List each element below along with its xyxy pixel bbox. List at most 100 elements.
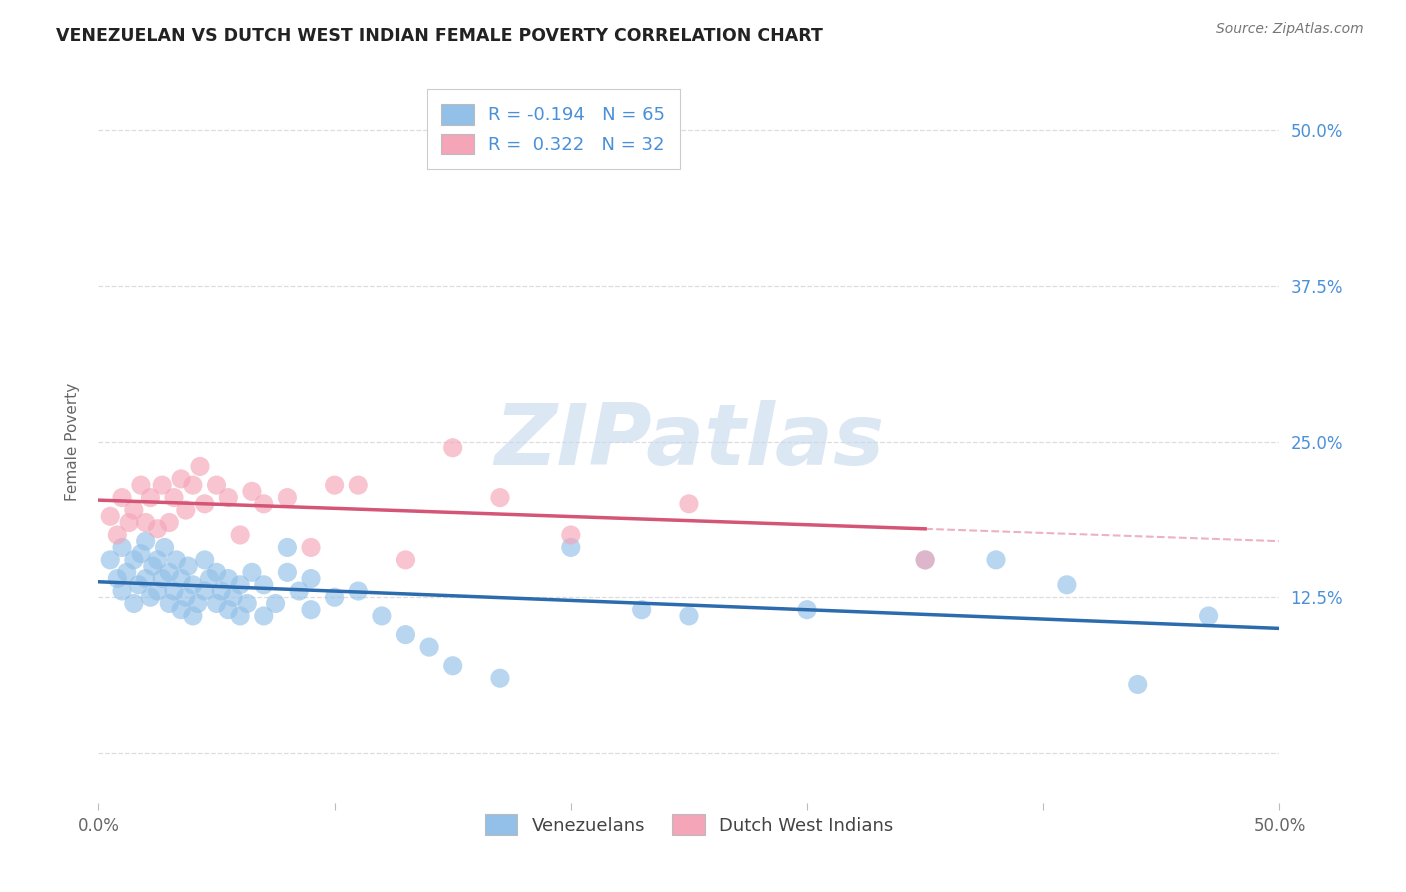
Point [163,584,186,599]
Text: Source: ZipAtlas.com: Source: ZipAtlas.com [1216,22,1364,37]
Point [122,597,145,611]
Point [229,528,252,542]
Point [678,497,700,511]
Point [560,528,582,542]
Point [276,491,298,505]
Point [205,566,228,580]
Point [240,484,263,499]
Point [146,522,169,536]
Point [150,572,173,586]
Point [135,572,157,586]
Point [217,572,239,586]
Point [129,547,152,561]
Point [105,528,128,542]
Y-axis label: Female Poverty: Female Poverty [65,383,80,500]
Point [170,572,193,586]
Point [194,497,217,511]
Point [111,491,134,505]
Point [229,578,252,592]
Point [170,603,193,617]
Point [122,553,145,567]
Point [157,566,180,580]
Point [441,658,464,673]
Point [1056,578,1078,592]
Point [129,478,152,492]
Point [914,553,936,567]
Point [139,491,162,505]
Point [229,609,252,624]
Point [418,640,440,654]
Point [1198,609,1220,624]
Point [323,478,346,492]
Point [217,603,239,617]
Point [205,478,228,492]
Point [323,591,346,605]
Point [157,597,180,611]
Point [150,478,173,492]
Point [135,516,157,530]
Point [188,459,211,474]
Point [678,609,700,624]
Point [276,541,298,555]
Point [146,584,169,599]
Point [139,591,162,605]
Point [177,559,200,574]
Point [111,584,134,599]
Point [174,503,197,517]
Point [194,584,217,599]
Point [163,491,186,505]
Point [157,516,180,530]
Point [560,541,582,555]
Point [299,572,322,586]
Point [394,627,416,641]
Point [98,553,121,567]
Point [122,503,145,517]
Point [288,584,311,599]
Point [371,609,394,624]
Point [222,591,245,605]
Point [181,478,204,492]
Point [253,497,276,511]
Point [253,578,276,592]
Point [276,566,298,580]
Point [489,671,512,685]
Point [630,603,652,617]
Point [187,597,209,611]
Point [174,591,197,605]
Point [209,584,232,599]
Point [146,553,169,567]
Point [217,491,239,505]
Point [198,572,221,586]
Point [394,553,416,567]
Legend: Venezuelans, Dutch West Indians: Venezuelans, Dutch West Indians [475,805,903,845]
Point [441,441,464,455]
Point [236,597,259,611]
Point [299,603,322,617]
Point [170,472,193,486]
Point [165,553,187,567]
Text: ZIPatlas: ZIPatlas [494,400,884,483]
Point [240,566,263,580]
Point [205,597,228,611]
Point [489,491,512,505]
Point [194,553,217,567]
Point [181,578,204,592]
Point [111,541,134,555]
Point [299,541,322,555]
Point [153,541,176,555]
Point [347,478,370,492]
Text: VENEZUELAN VS DUTCH WEST INDIAN FEMALE POVERTY CORRELATION CHART: VENEZUELAN VS DUTCH WEST INDIAN FEMALE P… [56,27,823,45]
Point [98,509,121,524]
Point [914,553,936,567]
Point [128,578,150,592]
Point [105,572,128,586]
Point [984,553,1007,567]
Point [118,516,141,530]
Point [264,597,287,611]
Point [181,609,204,624]
Point [142,559,165,574]
Point [1126,677,1149,691]
Point [347,584,370,599]
Point [253,609,276,624]
Point [135,534,157,549]
